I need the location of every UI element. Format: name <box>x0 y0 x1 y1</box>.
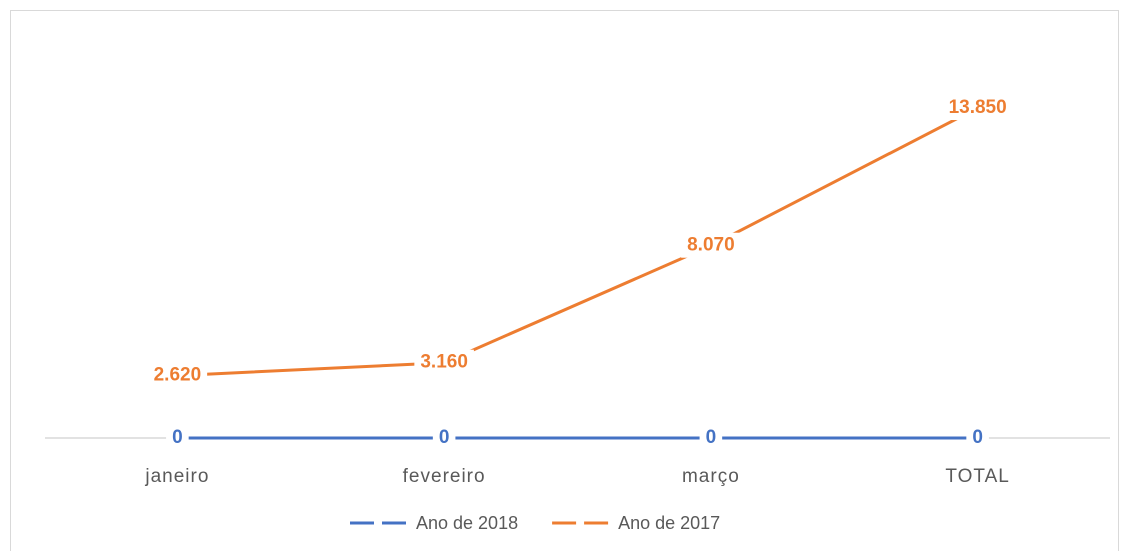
chart-frame <box>10 10 1119 551</box>
data-label: 0 <box>439 427 450 448</box>
data-label: 0 <box>172 427 183 448</box>
label-background <box>147 362 208 388</box>
label-background <box>166 425 189 451</box>
label-background <box>432 425 456 451</box>
data-label: 13.850 <box>949 97 1007 118</box>
data-label: 0 <box>972 427 983 448</box>
series-line <box>177 106 979 378</box>
x-tick-label: fevereiro <box>403 466 486 487</box>
data-label: 3.160 <box>420 352 468 373</box>
legend-label: Ano de 2018 <box>416 513 518 533</box>
x-tick-label: março <box>682 466 740 487</box>
x-tick-label: janeiro <box>144 466 209 487</box>
label-background <box>699 425 723 451</box>
legend-label: Ano de 2017 <box>618 513 720 533</box>
data-label: 2.620 <box>154 365 202 386</box>
label-background <box>681 232 741 258</box>
x-tick-label: TOTAL <box>945 466 1009 487</box>
data-label: 0 <box>706 427 717 448</box>
label-background <box>966 425 989 451</box>
data-label: 8.070 <box>687 235 735 256</box>
label-background <box>942 95 1013 121</box>
label-background <box>414 349 474 375</box>
